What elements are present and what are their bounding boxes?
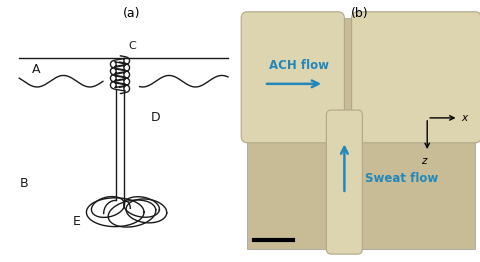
Text: C: C (128, 41, 136, 51)
Text: A: A (32, 63, 40, 76)
Text: E: E (73, 215, 81, 228)
FancyBboxPatch shape (351, 12, 480, 143)
FancyBboxPatch shape (241, 12, 344, 143)
Text: ACH flow: ACH flow (269, 59, 329, 72)
Bar (331, 126, 358, 139)
Text: (b): (b) (351, 7, 369, 20)
Text: x: x (461, 113, 467, 123)
Text: B: B (20, 177, 28, 190)
Text: D: D (151, 111, 161, 124)
Bar (247, 18, 475, 249)
FancyBboxPatch shape (326, 110, 362, 254)
Text: Sweat flow: Sweat flow (365, 172, 438, 185)
Text: z: z (421, 156, 426, 166)
Text: (a): (a) (123, 7, 141, 20)
